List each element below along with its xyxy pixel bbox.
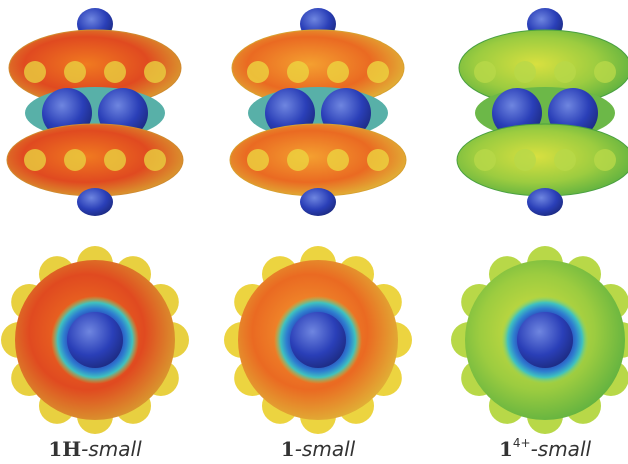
- bump: [367, 149, 389, 171]
- blue-center: [517, 312, 573, 368]
- bump: [64, 149, 86, 171]
- bump: [24, 61, 46, 83]
- blue-cap: [300, 188, 336, 216]
- blue-center: [67, 312, 123, 368]
- blue-center: [290, 312, 346, 368]
- bump: [327, 61, 349, 83]
- bump: [327, 149, 349, 171]
- bump: [594, 61, 616, 83]
- bump: [594, 149, 616, 171]
- bump: [514, 61, 536, 83]
- bump: [287, 149, 309, 171]
- label: 1H-small: [48, 437, 142, 461]
- bump: [247, 149, 269, 171]
- label-bold: 1: [499, 437, 513, 461]
- bump: [367, 61, 389, 83]
- label-bold: 1H: [48, 437, 81, 461]
- bump: [64, 61, 86, 83]
- label: 1-small: [281, 437, 356, 461]
- bump: [104, 61, 126, 83]
- bump: [554, 149, 576, 171]
- molecule-maps: [1, 8, 628, 434]
- blue-cap: [77, 188, 113, 216]
- blue-cap: [527, 188, 563, 216]
- bump: [247, 61, 269, 83]
- bump: [287, 61, 309, 83]
- label-sup: 4+: [513, 436, 531, 450]
- bump: [104, 149, 126, 171]
- bump: [474, 149, 496, 171]
- label-italic: -small: [531, 437, 592, 461]
- bump: [474, 61, 496, 83]
- bump: [144, 149, 166, 171]
- label: 14+-small: [499, 436, 592, 461]
- label-italic: -small: [81, 437, 142, 461]
- label-bold: 1: [281, 437, 295, 461]
- bump: [144, 61, 166, 83]
- bump: [554, 61, 576, 83]
- label-italic: -small: [295, 437, 356, 461]
- bump: [514, 149, 536, 171]
- bump: [24, 149, 46, 171]
